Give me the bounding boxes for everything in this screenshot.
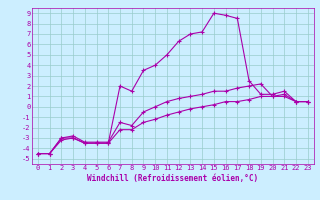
X-axis label: Windchill (Refroidissement éolien,°C): Windchill (Refroidissement éolien,°C) — [87, 174, 258, 183]
